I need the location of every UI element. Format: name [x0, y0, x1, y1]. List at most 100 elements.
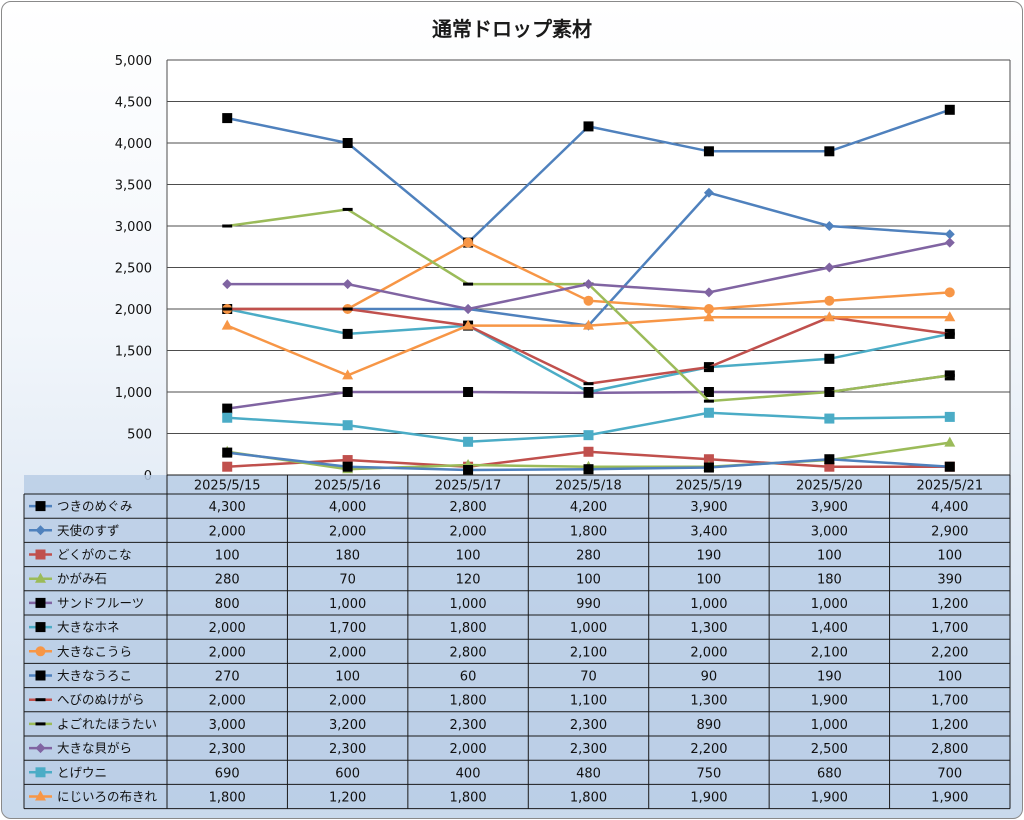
data-label: 2,000 [209, 621, 246, 636]
data-label: 1,900 [931, 791, 968, 806]
x-tick-label: 2025/5/16 [314, 479, 381, 494]
data-label: 1,000 [690, 597, 727, 612]
data-point [35, 525, 46, 536]
data-label: 2,300 [449, 718, 486, 733]
legend-key [29, 622, 52, 633]
data-label: 1,300 [690, 621, 727, 636]
data-point [35, 501, 46, 512]
y-tick-label: 1,500 [115, 345, 152, 360]
data-label: 2,800 [931, 742, 968, 757]
data-point [824, 454, 835, 465]
data-point [824, 221, 835, 231]
data-label: 1,200 [329, 791, 366, 806]
data-label: 100 [576, 573, 601, 588]
data-point [463, 237, 474, 248]
data-point [462, 319, 474, 330]
data-label: 1,800 [570, 524, 607, 539]
data-label: 2,100 [570, 645, 607, 660]
data-point [703, 365, 714, 369]
data-label: 90 [701, 670, 718, 685]
series [222, 237, 955, 314]
legend-label: とげウニ [57, 765, 107, 780]
data-label: 1,100 [570, 694, 607, 709]
legend-key [29, 790, 52, 801]
data-point [824, 390, 835, 394]
data-point [703, 454, 714, 465]
data-point [35, 572, 46, 583]
data-label: 100 [456, 549, 481, 564]
data-label: 3,000 [209, 718, 246, 733]
data-point [944, 237, 955, 248]
data-label: 190 [817, 670, 842, 685]
data-point [703, 399, 714, 403]
data-point [222, 113, 233, 124]
data-label: 480 [576, 766, 601, 781]
legend-key [29, 549, 52, 560]
data-point [703, 462, 714, 473]
legend-label: よごれたほうたい [57, 716, 157, 731]
data-point [463, 465, 474, 476]
data-label: 2,200 [690, 742, 727, 757]
data-label: 2,200 [931, 645, 968, 660]
legend-key [29, 597, 52, 608]
data-label: 1,700 [329, 621, 366, 636]
data-point [944, 332, 955, 336]
data-label: 4,400 [931, 500, 968, 515]
data-label: 1,800 [449, 621, 486, 636]
data-point [222, 461, 233, 472]
legend-label: どくがのこな [57, 547, 132, 562]
data-label: 70 [339, 573, 356, 588]
data-point [944, 229, 955, 240]
data-point [703, 187, 714, 198]
data-label: 180 [817, 573, 842, 588]
data-point [703, 387, 714, 397]
data-point [703, 146, 714, 157]
data-label: 2,800 [449, 645, 486, 660]
data-label: 2,500 [811, 742, 848, 757]
x-tick-label: 2025/5/15 [194, 479, 261, 494]
data-label: 890 [697, 718, 722, 733]
data-point [944, 411, 955, 422]
data-label: 70 [580, 670, 597, 685]
data-point [824, 146, 835, 157]
y-tick-label: 1,000 [115, 386, 152, 401]
data-point [583, 430, 594, 441]
y-tick-label: 4,500 [115, 96, 152, 111]
data-point [35, 670, 46, 681]
data-label: 3,000 [811, 524, 848, 539]
data-label: 600 [335, 766, 360, 781]
data-point [824, 295, 835, 306]
legend-key [29, 722, 52, 726]
data-label: 2,000 [209, 645, 246, 660]
x-tick-label: 2025/5/18 [555, 479, 622, 494]
data-point [342, 307, 353, 311]
data-point [823, 311, 835, 322]
data-label: 270 [215, 670, 240, 685]
data-point [222, 412, 233, 423]
data-point [35, 743, 46, 754]
x-tick-label: 2025/5/21 [916, 479, 983, 494]
data-label: 800 [215, 597, 240, 612]
data-label: 100 [937, 549, 962, 564]
data-label: 1,000 [449, 597, 486, 612]
data-label: 1,800 [570, 791, 607, 806]
data-point [222, 307, 233, 311]
data-point [583, 279, 594, 290]
legend-key [29, 698, 52, 702]
data-label: 1,200 [931, 597, 968, 612]
data-label: 3,900 [811, 500, 848, 515]
data-label: 1,700 [931, 621, 968, 636]
data-label: 100 [817, 549, 842, 564]
series [222, 407, 955, 447]
data-point [342, 207, 353, 211]
data-label: 2,000 [449, 524, 486, 539]
data-label: 1,900 [811, 694, 848, 709]
data-label: 690 [215, 766, 240, 781]
data-point [35, 722, 46, 726]
data-point [944, 461, 955, 472]
x-tick-label: 2025/5/20 [796, 479, 863, 494]
data-point [703, 287, 714, 298]
data-point [944, 311, 956, 322]
data-label: 1,200 [931, 718, 968, 733]
legend-label: つきのめぐみ [57, 499, 132, 514]
